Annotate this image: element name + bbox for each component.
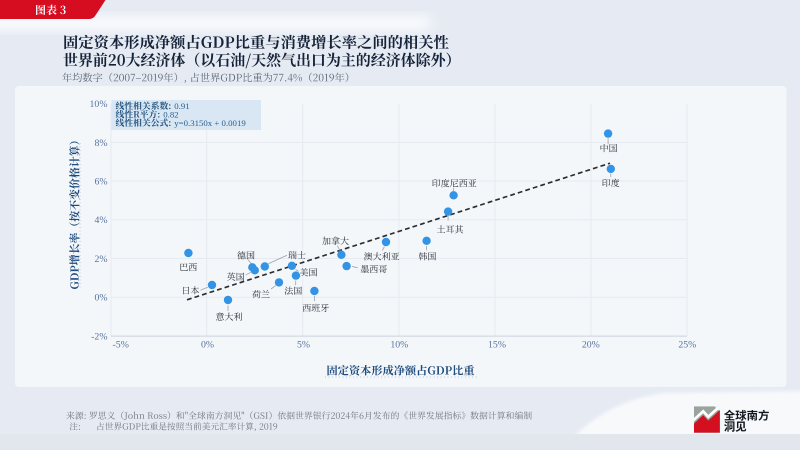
svg-text:0%: 0%	[201, 340, 214, 351]
svg-text:0%: 0%	[94, 293, 107, 304]
svg-text:0.91: 0.91	[174, 101, 189, 111]
svg-text:-5%: -5%	[113, 340, 129, 351]
svg-text:10%: 10%	[390, 340, 408, 351]
svg-text:5%: 5%	[297, 340, 310, 351]
svg-text:10%: 10%	[90, 99, 108, 110]
svg-text:20%: 20%	[582, 340, 600, 351]
svg-text:15%: 15%	[488, 340, 506, 351]
svg-text:y=0.3150x + 0.0019: y=0.3150x + 0.0019	[174, 118, 246, 128]
svg-text:6%: 6%	[94, 177, 107, 188]
svg-text:8%: 8%	[94, 138, 107, 149]
svg-text:0.82: 0.82	[163, 110, 178, 120]
svg-text:2%: 2%	[94, 254, 107, 265]
svg-text:4%: 4%	[94, 215, 107, 226]
svg-text:25%: 25%	[678, 340, 696, 351]
svg-text:-2%: -2%	[91, 331, 107, 342]
